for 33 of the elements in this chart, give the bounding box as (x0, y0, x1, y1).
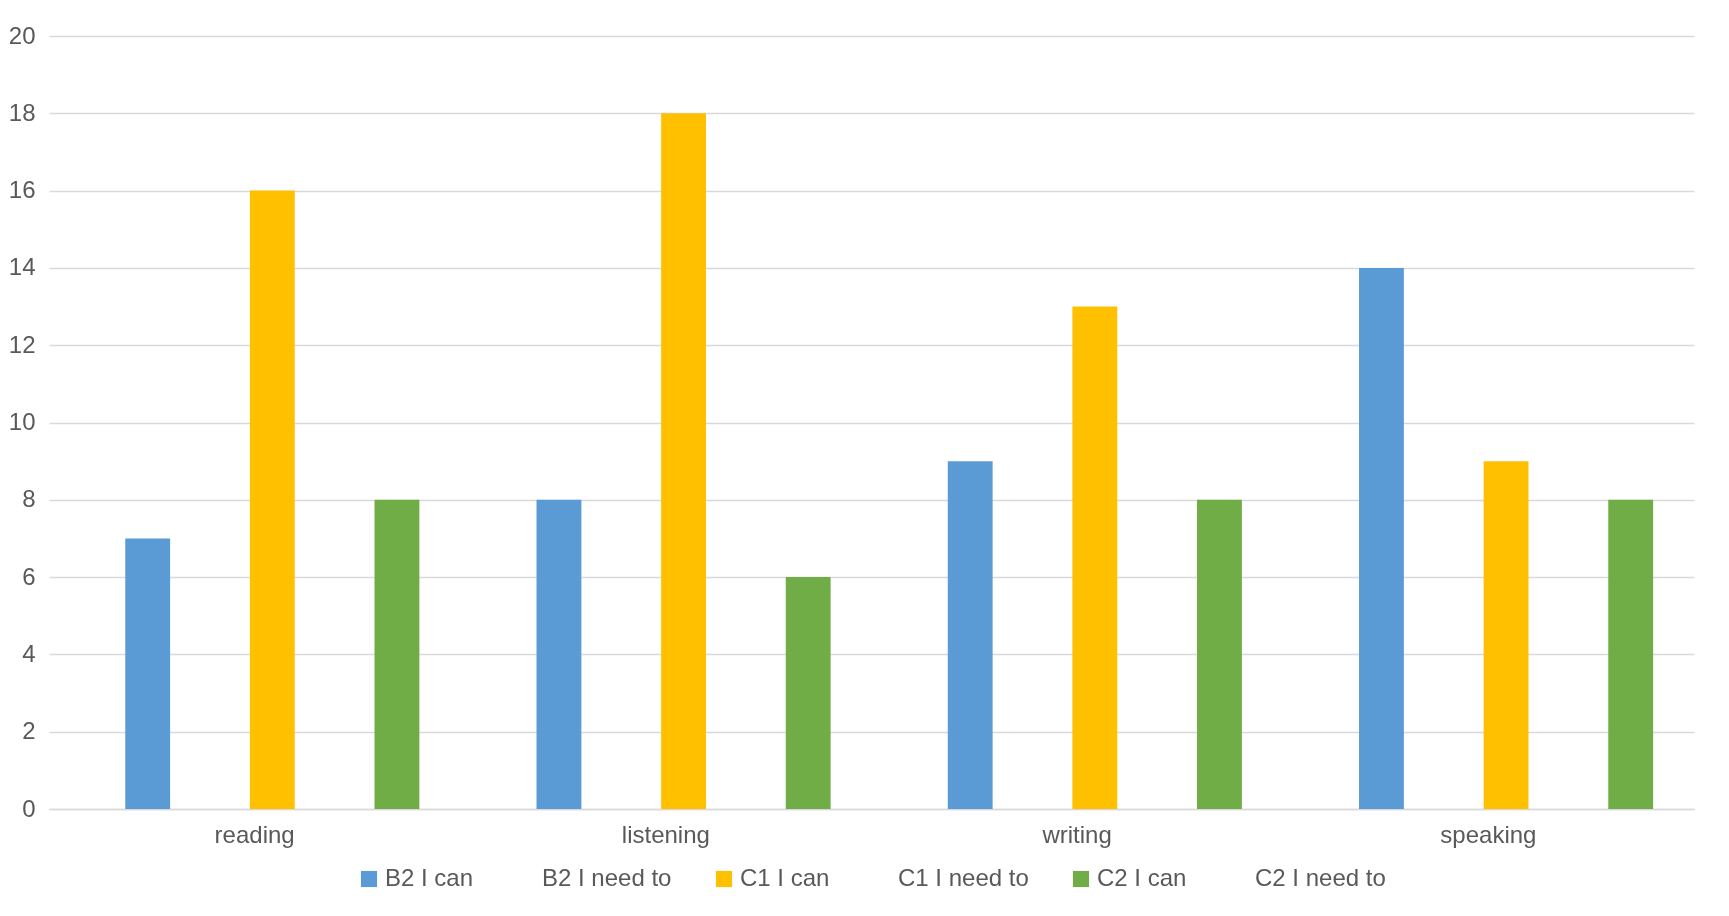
bar (374, 499, 420, 809)
x-tick-label: reading (214, 820, 295, 848)
x-tick-label: speaking (1440, 820, 1537, 848)
y-tick-label: 12 (8, 330, 36, 358)
y-tick-label: 10 (8, 408, 36, 435)
text: C1 I need to (898, 864, 1029, 891)
legend-label: C1 I can (740, 864, 830, 891)
legend-label: B2 I can (385, 864, 474, 891)
bar (785, 577, 831, 809)
text: B2 I need to (542, 864, 672, 891)
y-tick-label: 16 (8, 176, 36, 204)
bar (536, 499, 582, 809)
y-tick-label: 8 (22, 485, 36, 513)
y-tick-label: 2 (22, 717, 36, 745)
y-tick-label: 18 (8, 98, 36, 126)
bar (1608, 499, 1654, 809)
legend-label: C2 I can (1097, 864, 1187, 891)
bar (1359, 267, 1404, 809)
y-tick-label: 6 (22, 562, 36, 590)
bar (249, 190, 295, 809)
y-tick-label: 20 (8, 21, 36, 49)
bar (125, 538, 171, 809)
bar (1197, 499, 1242, 809)
y-tick-label: 0 (22, 794, 36, 822)
bar (1483, 461, 1529, 809)
bar (661, 113, 706, 809)
y-tick-label: 14 (8, 253, 36, 281)
bar (1072, 306, 1118, 809)
x-tick-label: writing (1041, 820, 1112, 848)
bar (947, 461, 993, 809)
y-tick-label: 4 (22, 639, 36, 667)
text: C2 I need to (1255, 864, 1386, 891)
x-tick-label: listening (621, 820, 710, 848)
